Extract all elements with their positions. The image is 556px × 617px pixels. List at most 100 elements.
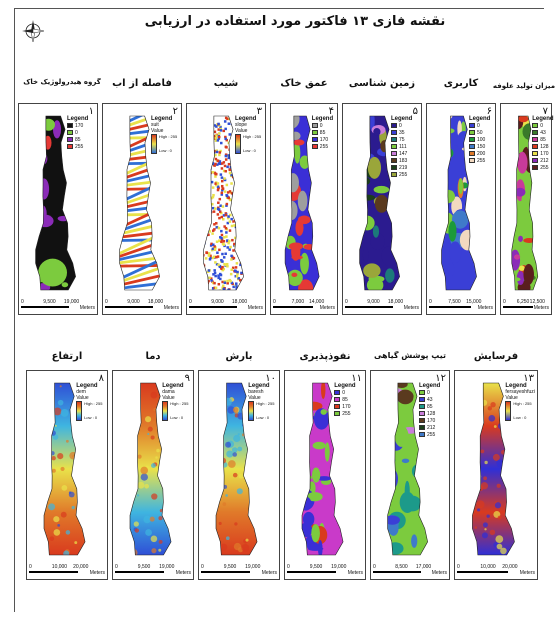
legend-label: 255 [427,431,436,438]
scale-unit: Meters [319,305,335,311]
map-legend: Legend 0 43 85 128 170 212 255 [419,383,440,438]
map-number: ۱ [88,106,94,117]
scale-unit: Meters [533,305,549,311]
legend-entry: 170 [311,136,333,143]
legend-label: 111 [399,143,407,150]
legend-swatch [469,151,475,156]
scale-unit: Meters [89,570,105,576]
map-legend: Legend 0 85 170 255 [334,383,356,417]
scale-tick-label: 20,000 [502,564,518,570]
legend-label: 255 [540,164,549,171]
scale-bar-graphic [429,306,471,308]
legend-color-ramp [162,401,169,421]
scale-tick-label: 0 [273,299,276,305]
scale-tick-label: 9,500 [43,299,56,305]
scale-tick-label: 9,500 [309,564,323,570]
legend-entry: 0 [311,122,333,129]
scale-tick-label: 9,500 [223,564,237,570]
legend-label: 35 [399,129,405,136]
map-title: فرسایش [473,351,519,362]
scale-tick-label: 18,000 [147,299,164,305]
legend-entry: 111 [391,143,412,150]
legend-swatch [469,158,475,163]
legend-entry: 212 [419,424,440,431]
scale-bar-graphic [189,306,238,308]
scale-tick-label: 10,000 [480,564,496,570]
legend-color-ramp [76,401,83,421]
map-panel: ۸ Legend dem Value High : 255 Low : 0 0 10,000 2… [26,370,108,580]
legend-entry: 85 [419,403,440,410]
scale-bar: 0 9,000 18,000 Meters [345,299,419,313]
legend-value-label: Value [162,395,175,401]
legend-swatch [391,137,397,142]
scale-bar-graphic [503,306,533,308]
map-title: ارتفاع [51,351,83,362]
map-legend: Legend 0 85 170 255 [311,116,333,150]
legend-swatch [419,432,425,437]
legend-entry: 255 [334,410,355,417]
legend-entry: 200 [469,150,490,157]
legend-entry: 170 [334,403,355,410]
map-title: کاربری [443,78,479,89]
legend-entry: 170 [532,150,553,157]
scale-bar: 0 9,000 18,000 Meters [105,299,179,313]
legend-label: 170 [319,136,329,143]
legend-label: 170 [342,403,351,410]
legend-entry: 0 [391,122,412,129]
scale-bar-graphic [345,306,394,308]
legend-label: 43 [540,129,546,136]
legend-value-label: Value [235,128,248,134]
scale-bar-graphic [29,571,79,573]
scale-bar: 0 8,500 17,000 Meters [373,564,447,578]
legend-label: 85 [540,136,546,143]
map-legend: Legend dem Value High : 255 Low : 0 [76,383,102,421]
legend-entry: 75 [391,136,412,143]
scale-tick-label: 20,000 [73,564,89,570]
legend-entry: 85 [67,136,88,143]
scale-tick-label: 9,500 [137,564,151,570]
legend-swatch [391,123,397,128]
legend-value-label: Value [248,395,261,401]
scale-tick-label: 0 [457,564,460,570]
scale-bar-graphic [287,571,337,573]
legend-color-ramp [235,134,241,154]
legend-swatch [532,130,539,135]
legend-label: 0 [319,122,323,129]
legend-label: 0 [477,122,480,129]
legend-swatch [391,130,397,135]
map-title: شیب [213,78,239,89]
legend-entry: 35 [391,129,412,136]
scale-bar-graphic [105,306,154,308]
map-raster [119,115,160,291]
scale-bar: 0 6,250 12,500 Meters [503,299,549,313]
map-number: ۱۲ [435,373,446,384]
legend-low-label: Low : 0 [170,415,184,420]
legend-entry: 150 [469,143,490,150]
legend-swatch [532,151,539,156]
scale-tick-label: 19,000 [63,299,80,305]
map-panel: ۳ Legend slope Value High : 255 Low : 0 0 9,000… [186,103,266,315]
legend-label: 85 [427,403,433,410]
legend-entry: 100 [469,136,490,143]
scale-tick-label: 6,250 [516,299,530,305]
legend-layer-name: suit [151,122,159,128]
legend-label: 128 [427,410,436,417]
scale-bar: 0 9,500 19,000 Meters [21,299,95,313]
legend-label: 85 [319,129,326,136]
legend-label: 170 [75,122,84,129]
legend-layer-name: baresh [248,389,264,395]
scale-unit: Meters [519,570,535,576]
legend-title: Legend [334,383,356,389]
legend-label: 43 [427,396,433,403]
map-number: ۸ [98,373,104,384]
map-panel: ۱۱ Legend 0 85 170 255 0 9,500 19,000 Meters [284,370,366,580]
legend-high-label: High : 255 [84,401,103,406]
legend-swatch [334,404,341,409]
legend-swatch [532,158,539,163]
legend-label: 255 [319,143,329,150]
figure-title: نقشه فازی ۱۳ فاکتور مورد استفاده در ارزی… [144,14,446,29]
legend-title: Legend [391,116,413,122]
legend-label: 128 [540,143,549,150]
scale-tick-label: 0 [29,564,32,570]
legend-swatch [311,123,318,128]
